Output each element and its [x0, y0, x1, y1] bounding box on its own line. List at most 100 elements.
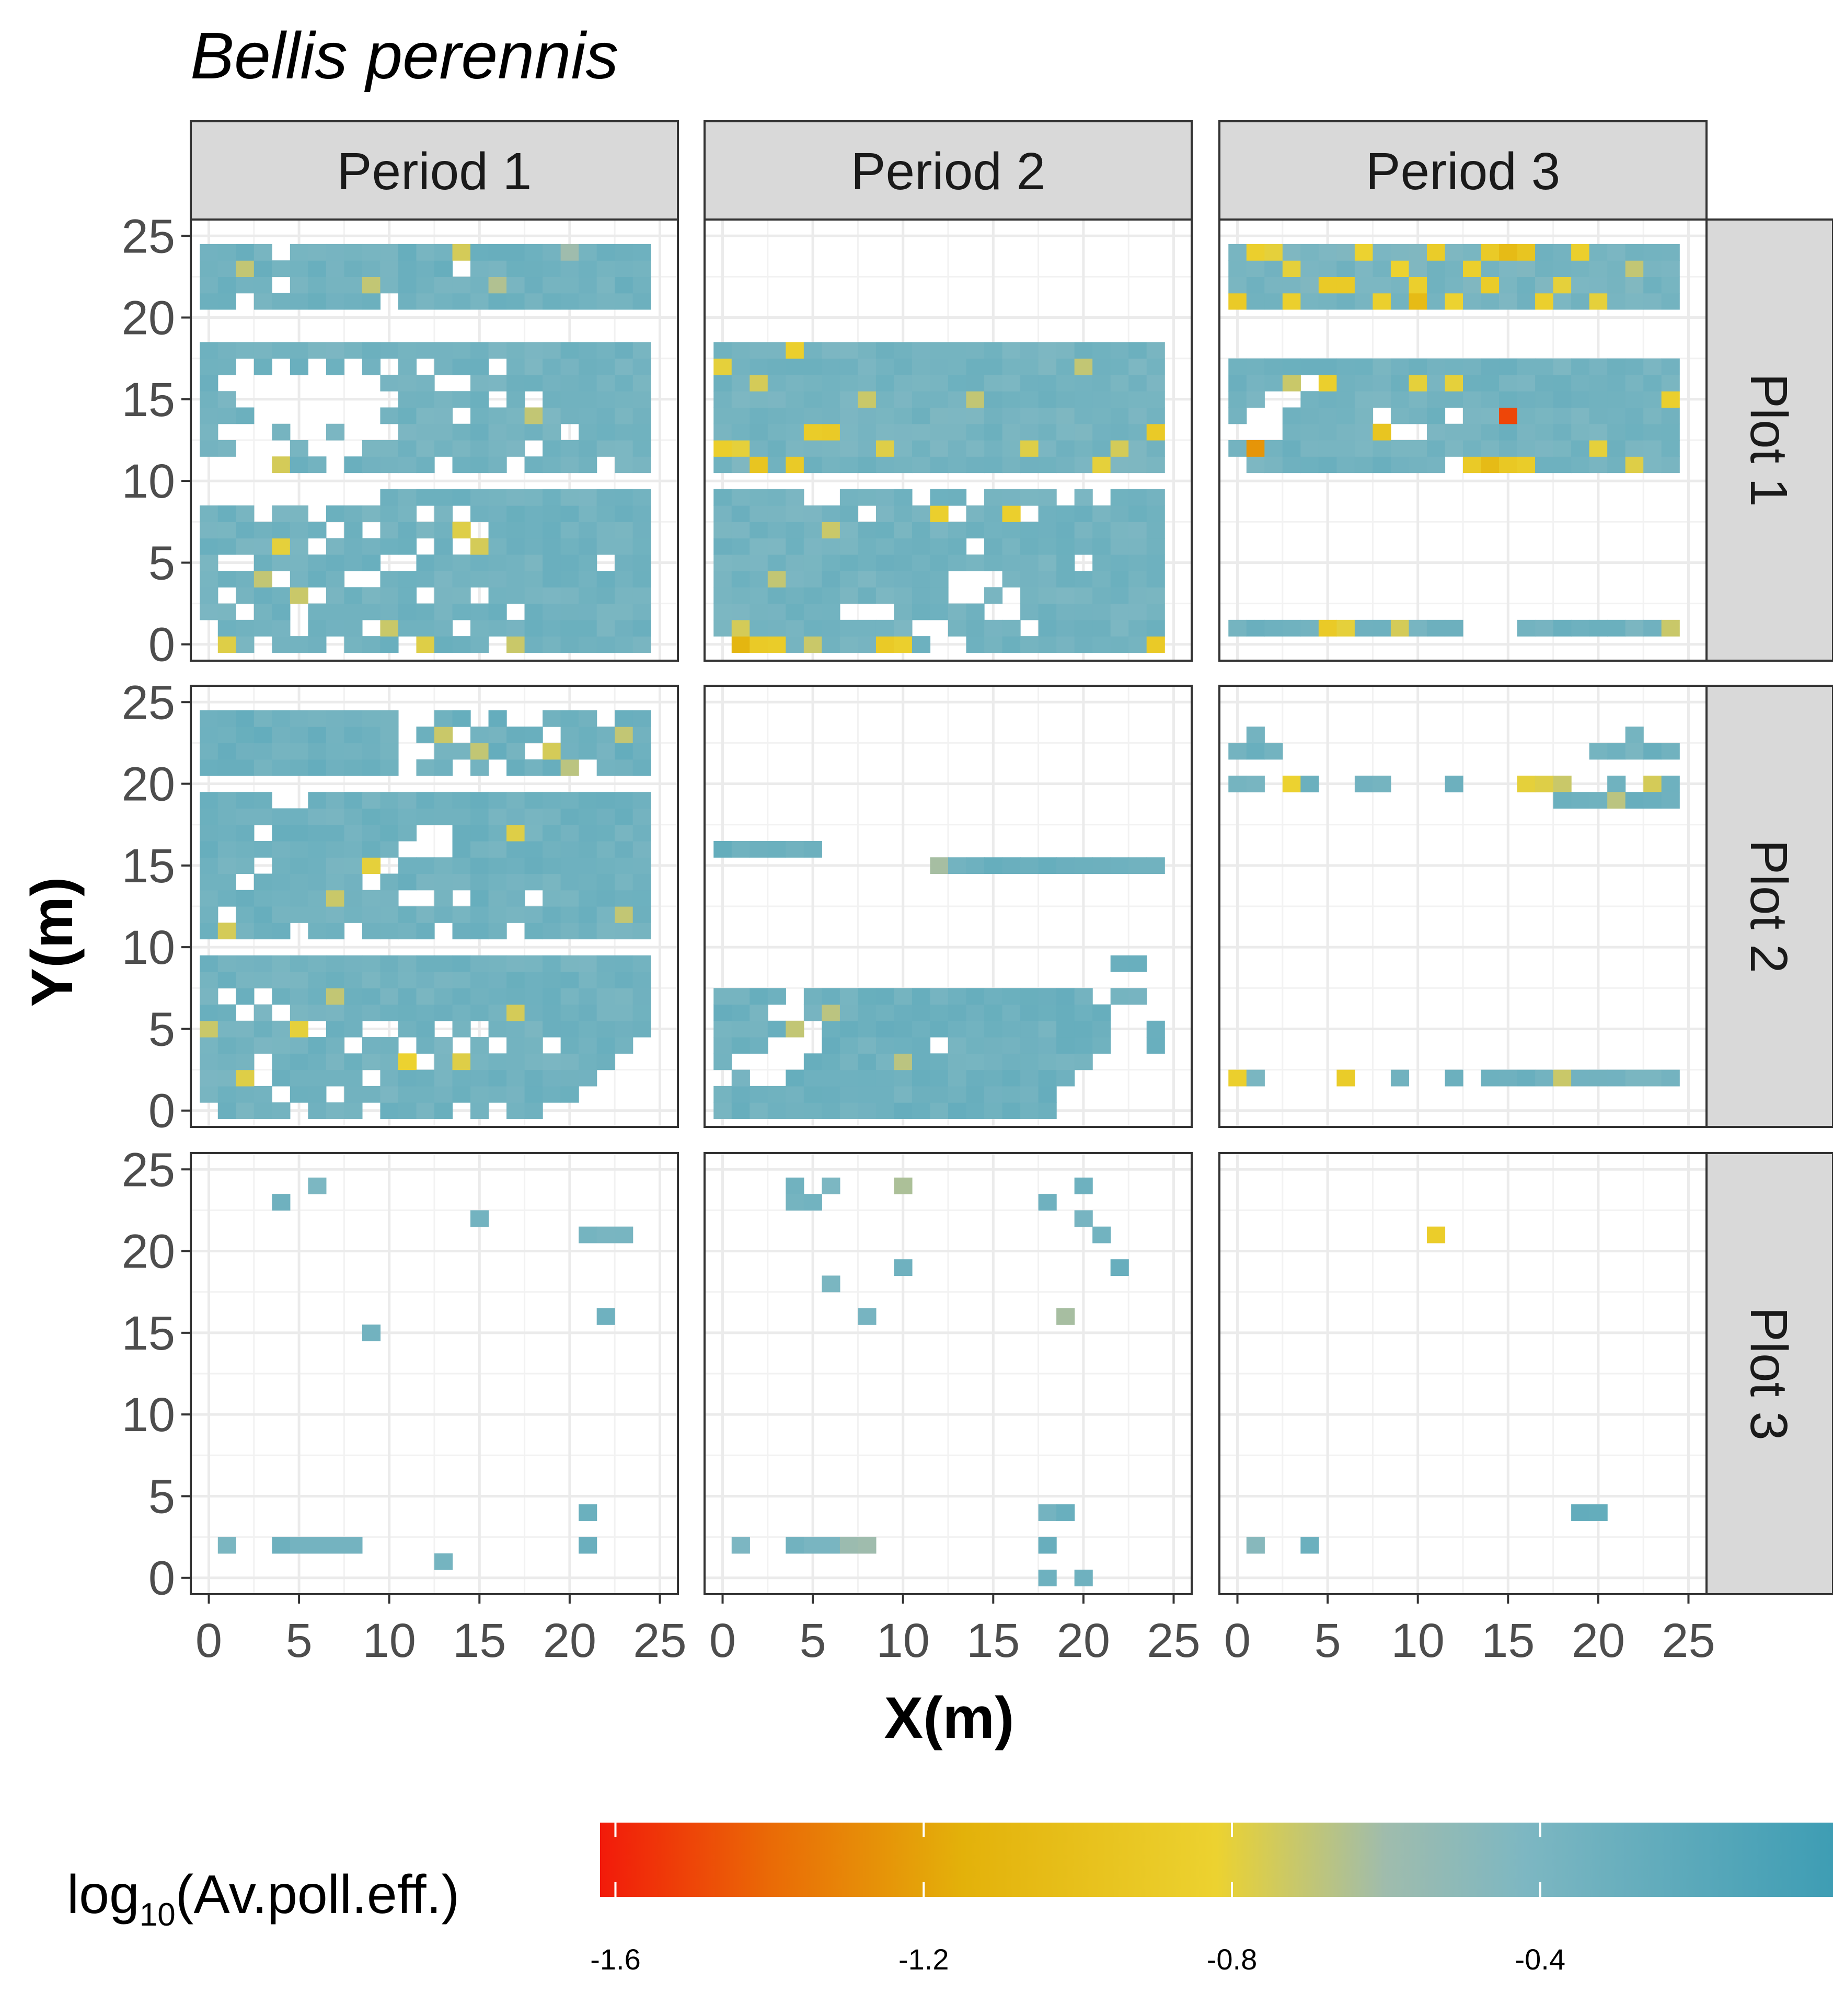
- heat-tile: [253, 710, 272, 727]
- heat-tile: [579, 522, 597, 539]
- heat-tile: [1020, 456, 1039, 474]
- heat-tile: [1038, 857, 1057, 874]
- heat-tile: [632, 759, 651, 776]
- heat-tile: [894, 1259, 913, 1276]
- heat-tile: [803, 1004, 822, 1021]
- heat-tile: [1373, 391, 1391, 408]
- heat-tile: [398, 619, 417, 637]
- heat-tile: [543, 407, 561, 424]
- heat-tile: [272, 824, 291, 842]
- heat-tile: [596, 792, 615, 809]
- heat-tile: [1354, 619, 1374, 637]
- heat-tile: [858, 554, 877, 571]
- heat-tile: [1092, 587, 1111, 604]
- heat-tile: [1038, 554, 1057, 571]
- heat-tile: [253, 260, 272, 278]
- heat-tile: [1463, 358, 1482, 375]
- heat-tile: [984, 342, 1003, 359]
- heat-tile: [1517, 293, 1536, 310]
- heat-tile: [1092, 456, 1111, 474]
- heat-tile: [1228, 277, 1247, 294]
- heat-tile: [488, 440, 507, 457]
- heat-tile: [253, 759, 272, 776]
- heat-tile: [326, 1053, 345, 1070]
- heat-tile: [1589, 1504, 1608, 1521]
- heat-tile: [596, 840, 615, 858]
- heat-tile: [1354, 260, 1374, 278]
- heat-tile: [875, 1004, 895, 1021]
- heat-tile: [543, 792, 561, 809]
- heat-tile: [713, 440, 732, 457]
- heat-tile: [786, 554, 804, 571]
- heat-tile: [713, 619, 732, 637]
- heat-tile: [930, 857, 949, 874]
- heat-tile: [767, 619, 786, 637]
- strip-background: [190, 120, 679, 221]
- heat-tile: [875, 1102, 895, 1119]
- heat-tile: [948, 1037, 967, 1054]
- heat-tile: [1445, 374, 1463, 391]
- heat-tile: [858, 636, 877, 653]
- heat-tile: [1643, 293, 1662, 310]
- heat-tile: [1571, 293, 1590, 310]
- heat-tile: [470, 727, 489, 744]
- heat-tile: [308, 260, 327, 278]
- strip-label: Plot 3: [1739, 1307, 1798, 1441]
- heat-tile: [560, 244, 579, 261]
- heat-tile: [786, 1069, 804, 1087]
- heat-tile: [713, 522, 732, 539]
- heat-tile: [1553, 277, 1572, 294]
- heat-tile: [858, 1086, 877, 1103]
- heat-tile: [713, 374, 732, 391]
- heat-tile: [1517, 260, 1536, 278]
- heat-tile: [1146, 554, 1165, 571]
- heat-tile: [858, 619, 877, 637]
- heat-tile: [596, 522, 615, 539]
- heat-tile: [713, 603, 732, 620]
- heat-tile: [1499, 293, 1518, 310]
- heat-tile: [488, 260, 507, 278]
- heat-tile: [1074, 489, 1093, 506]
- heat-tile: [713, 1053, 732, 1070]
- heat-tile: [434, 1053, 453, 1070]
- heat-tile: [1246, 619, 1265, 637]
- heat-tile: [236, 906, 255, 923]
- heat-tile: [1300, 244, 1319, 261]
- heat-tile: [524, 505, 543, 522]
- heat-tile: [767, 1086, 786, 1103]
- heat-tile: [434, 619, 453, 637]
- heat-tile: [731, 456, 750, 474]
- heat-tile: [1146, 619, 1165, 637]
- heat-tile: [506, 972, 525, 988]
- heat-tile: [290, 571, 308, 587]
- heat-tile: [1607, 260, 1626, 278]
- heat-tile: [524, 587, 543, 604]
- heat-tile: [596, 890, 615, 907]
- heat-tile: [786, 571, 804, 587]
- y-tick-label: 20: [122, 758, 175, 811]
- heat-tile: [200, 923, 218, 940]
- heat-tile: [416, 619, 435, 637]
- heat-tile: [875, 358, 895, 375]
- heat-tile: [1481, 423, 1500, 441]
- heat-tile: [713, 505, 732, 522]
- heat-tile: [1535, 1069, 1554, 1087]
- heat-tile: [579, 1053, 597, 1070]
- heat-tile: [615, 857, 633, 874]
- heat-tile: [1020, 603, 1039, 620]
- heat-tile: [912, 374, 931, 391]
- heat-tile: [326, 423, 345, 441]
- heat-tile: [1002, 342, 1021, 359]
- heat-tile: [1481, 277, 1500, 294]
- heat-tile: [470, 1053, 489, 1070]
- heat-tile: [272, 293, 291, 310]
- heat-tile: [1246, 244, 1265, 261]
- heat-tile: [615, 391, 633, 408]
- heat-tile: [434, 522, 453, 539]
- heat-tile: [1092, 636, 1111, 653]
- heat-tile: [452, 489, 471, 506]
- heat-tile: [1020, 1069, 1039, 1087]
- heat-tile: [290, 743, 308, 760]
- heat-tile: [380, 342, 399, 359]
- heat-tile: [488, 603, 507, 620]
